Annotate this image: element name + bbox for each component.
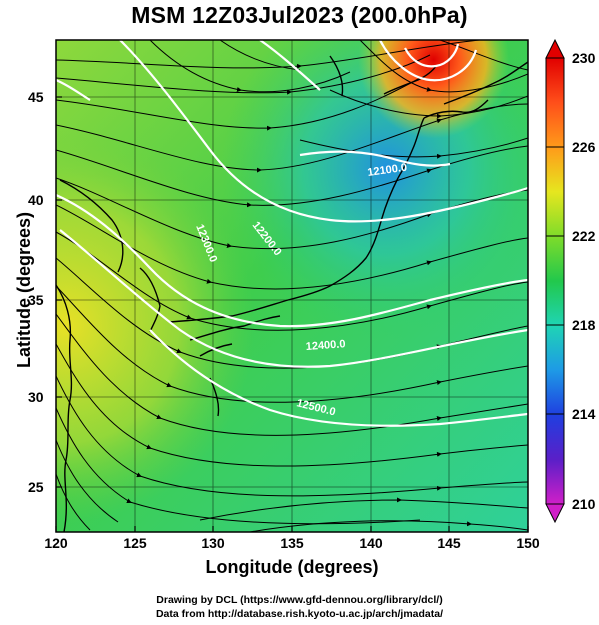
- contour-12500: [149, 329, 528, 427]
- x-tick-130: 130: [201, 535, 225, 551]
- plot-area: 12100.0 12200.0 12300.0 12400.0 12500.0: [56, 40, 528, 532]
- contour-ne: [259, 40, 321, 91]
- contour-warm: [379, 40, 478, 82]
- axis-tick-marks: [55, 96, 529, 532]
- x-axis-label: Longitude (degrees): [205, 557, 379, 577]
- x-tick-125: 125: [123, 535, 147, 551]
- y-tick-25: 25: [28, 479, 44, 495]
- y-tick-45: 45: [28, 89, 44, 105]
- contour-12200: [119, 40, 528, 223]
- colorbar: [545, 38, 565, 524]
- contour-north: [56, 78, 91, 101]
- x-tick-150: 150: [516, 535, 540, 551]
- y-tick-40: 40: [28, 192, 44, 208]
- credit-drawing: Drawing by DCL (https://www.gfd-dennou.o…: [156, 594, 443, 606]
- wind-streamlines: [56, 40, 528, 532]
- colorbar-tick-210: 210: [572, 496, 596, 512]
- contour-12100: [299, 150, 451, 167]
- x-tick-120: 120: [44, 535, 68, 551]
- colorbar-tick-218: 218: [572, 317, 596, 333]
- y-tick-30: 30: [28, 389, 44, 405]
- chart-title: MSM 12Z03Jul2023 (200.0hPa): [131, 2, 468, 28]
- colorbar-tick-222: 222: [572, 228, 596, 244]
- x-tick-135: 135: [280, 535, 304, 551]
- y-tick-35: 35: [28, 292, 44, 308]
- colorbar-tick-230: 230: [572, 50, 596, 66]
- coastlines: [56, 55, 528, 532]
- contour-warm-inner: [404, 43, 460, 68]
- x-tick-145: 145: [437, 535, 461, 551]
- credit-data: Data from http://database.rish.kyoto-u.a…: [155, 608, 444, 620]
- contour-label-12100: 12100.0: [367, 162, 408, 179]
- x-tick-140: 140: [359, 535, 383, 551]
- colorbar-tick-214: 214: [572, 406, 596, 422]
- height-contours: [56, 40, 528, 427]
- contour-label-12400: 12400.0: [305, 338, 346, 353]
- colorbar-tick-226: 226: [572, 139, 596, 155]
- contour-12400: [59, 229, 528, 368]
- contour-12300: [56, 193, 528, 328]
- y-axis-label: Latitude (degrees): [14, 211, 34, 369]
